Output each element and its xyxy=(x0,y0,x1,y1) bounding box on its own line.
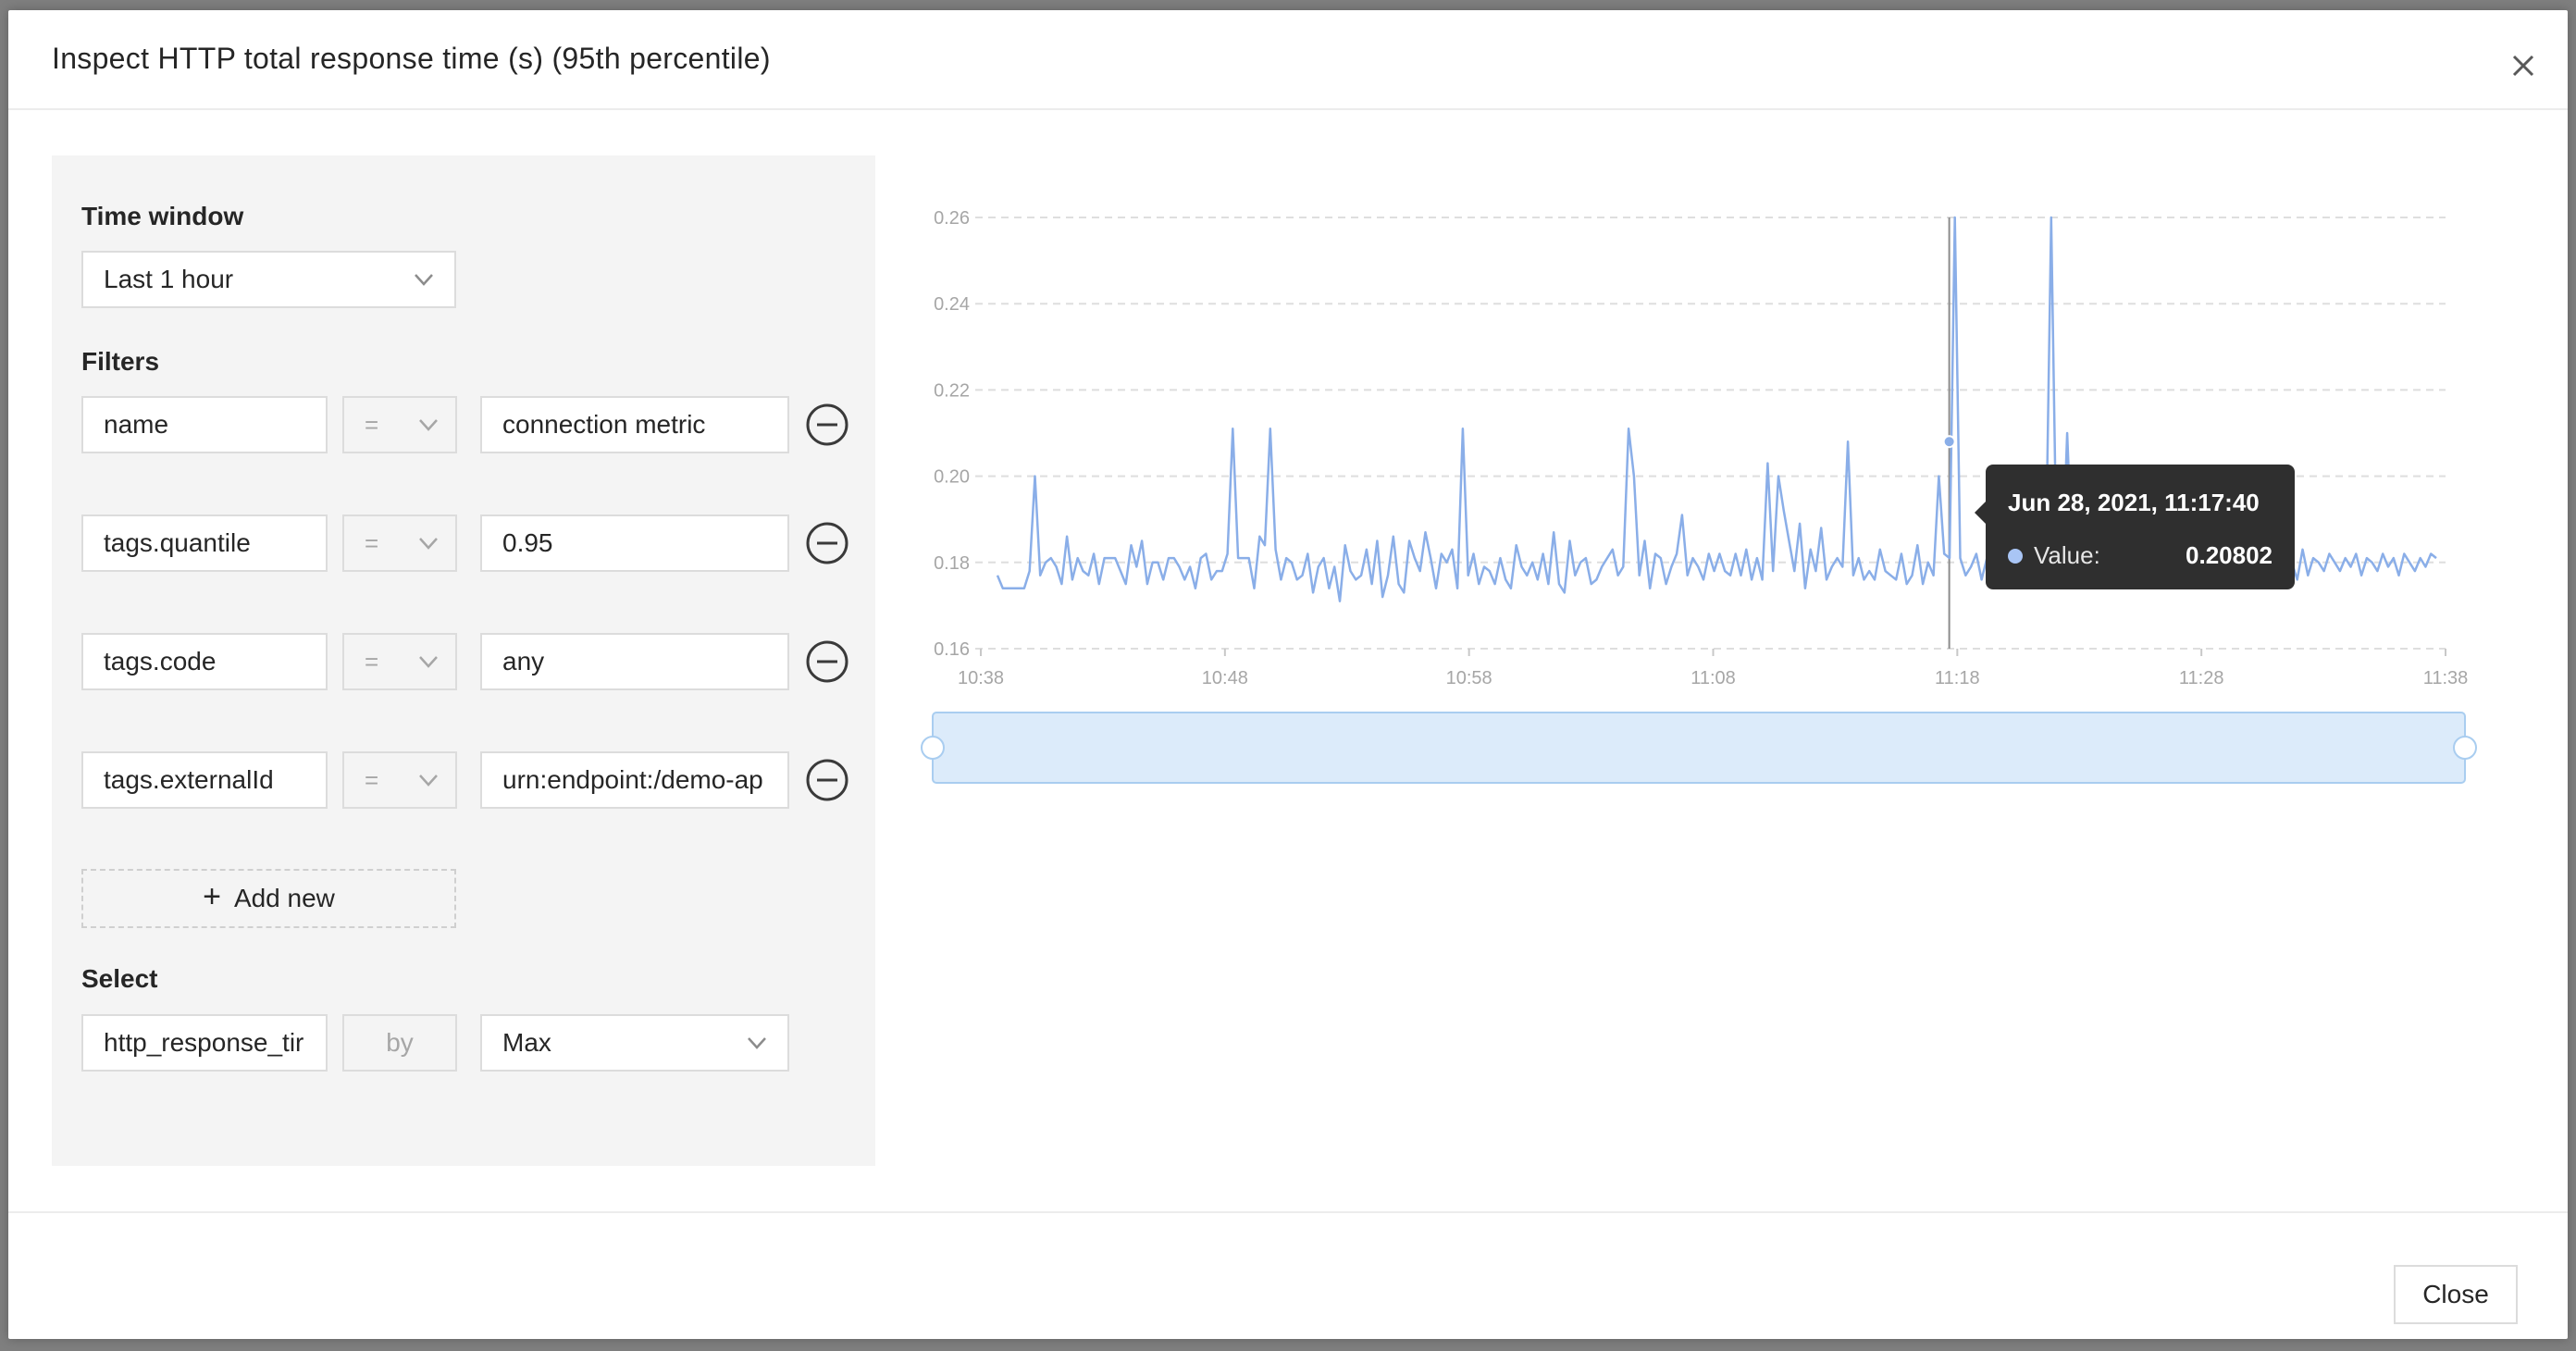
x-tick-label: 11:28 xyxy=(2179,668,2224,688)
chevron-down-icon xyxy=(419,656,438,668)
chevron-down-icon xyxy=(419,419,438,431)
response-time-chart[interactable]: 0.16 0.18 0.20 0.22 0.24 0.26 10:38 10:48 10:58 1… xyxy=(8,10,2568,843)
y-tick-label: 0.26 xyxy=(934,208,970,229)
tooltip-arrow xyxy=(1975,502,1986,524)
filter-key-input[interactable]: name xyxy=(81,396,328,453)
chevron-down-icon xyxy=(415,274,433,286)
add-filter-label: Add new xyxy=(233,884,335,912)
filter-operator-value: = xyxy=(365,647,379,676)
filter-key-input[interactable]: tags.code xyxy=(81,633,328,690)
tooltip-value: 0.20802 xyxy=(2186,541,2273,569)
y-tick-label: 0.22 xyxy=(934,380,970,401)
add-filter-button[interactable]: + Add new xyxy=(81,869,456,928)
filter-value-text: 0.95 xyxy=(502,528,553,557)
query-panel: Time window Last 1 hour Filters name = c… xyxy=(52,155,875,1166)
filter-key-value: tags.code xyxy=(104,647,217,676)
tooltip-label: Value: xyxy=(2034,541,2100,569)
y-tick-label: 0.24 xyxy=(934,294,970,315)
by-label: by xyxy=(342,1014,457,1072)
filter-value-input[interactable]: 0.95 xyxy=(480,514,789,572)
metric-value: http_response_tir xyxy=(104,1028,304,1057)
hover-point xyxy=(1942,435,1956,449)
range-brush xyxy=(932,712,2466,784)
x-tick-label: 11:18 xyxy=(1935,668,1980,688)
filter-value-text: any xyxy=(502,647,545,676)
x-tick-label: 11:08 xyxy=(1690,668,1736,688)
filter-operator-select[interactable]: = xyxy=(342,396,457,453)
remove-filter-icon[interactable] xyxy=(805,403,849,447)
filter-key-value: tags.externalId xyxy=(104,765,274,794)
time-window-select[interactable]: Last 1 hour xyxy=(81,251,456,308)
metric-input[interactable]: http_response_tir xyxy=(81,1014,328,1072)
filter-operator-select[interactable]: = xyxy=(342,751,457,809)
filter-operator-value: = xyxy=(365,528,379,557)
y-tick-label: 0.16 xyxy=(934,639,970,660)
close-button[interactable]: Close xyxy=(2394,1265,2518,1324)
filter-operator-value: = xyxy=(365,765,379,794)
filter-value-text: urn:endpoint:/demo-ap xyxy=(502,765,763,794)
brush-handle-right xyxy=(2453,736,2477,760)
filter-value-input[interactable]: connection metric xyxy=(480,396,789,453)
inspect-modal: Inspect HTTP total response time (s) (95… xyxy=(8,10,2568,1339)
filter-operator-select[interactable]: = xyxy=(342,633,457,690)
chart-tooltip: Jun 28, 2021, 11:17:40 Value: 0.20802 xyxy=(1975,465,2295,589)
remove-filter-icon[interactable] xyxy=(805,639,849,684)
filter-key-input[interactable]: tags.externalId xyxy=(81,751,328,809)
plus-icon: + xyxy=(203,878,221,914)
x-tick-label: 10:38 xyxy=(958,668,1004,688)
filter-operator-value: = xyxy=(365,410,379,439)
time-window-label: Time window xyxy=(81,202,244,230)
x-tick-label: 11:38 xyxy=(2423,668,2469,688)
modal-title: Inspect HTTP total response time (s) (95… xyxy=(52,42,771,75)
filter-value-input[interactable]: urn:endpoint:/demo-ap xyxy=(480,751,789,809)
remove-filter-icon[interactable] xyxy=(805,521,849,565)
filter-key-value: tags.quantile xyxy=(104,528,251,557)
aggregation-select[interactable]: Max xyxy=(480,1014,789,1072)
filter-value-input[interactable]: any xyxy=(480,633,789,690)
filters-label: Filters xyxy=(81,347,160,376)
y-tick-label: 0.20 xyxy=(934,467,970,488)
remove-filter-icon[interactable] xyxy=(805,758,849,802)
brush-handle-left xyxy=(921,736,945,760)
tooltip-series-dot xyxy=(2008,549,2023,564)
x-tick-label: 10:58 xyxy=(1446,668,1492,688)
modal-footer: Close xyxy=(8,1211,2568,1339)
filter-operator-select[interactable]: = xyxy=(342,514,457,572)
chevron-down-icon xyxy=(419,775,438,787)
filter-key-value: name xyxy=(104,410,169,439)
select-label: Select xyxy=(81,964,158,993)
chevron-down-icon xyxy=(748,1037,766,1049)
filter-key-input[interactable]: tags.quantile xyxy=(81,514,328,572)
time-window-value: Last 1 hour xyxy=(104,265,234,293)
modal-header: Inspect HTTP total response time (s) (95… xyxy=(8,10,2568,110)
close-icon[interactable] xyxy=(2505,47,2542,84)
filter-value-text: connection metric xyxy=(502,410,706,439)
tooltip-time: Jun 28, 2021, 11:17:40 xyxy=(2008,489,2260,516)
y-tick-label: 0.18 xyxy=(934,553,970,574)
chevron-down-icon xyxy=(419,538,438,550)
aggregation-value: Max xyxy=(502,1028,551,1057)
x-tick-label: 10:48 xyxy=(1202,668,1248,688)
